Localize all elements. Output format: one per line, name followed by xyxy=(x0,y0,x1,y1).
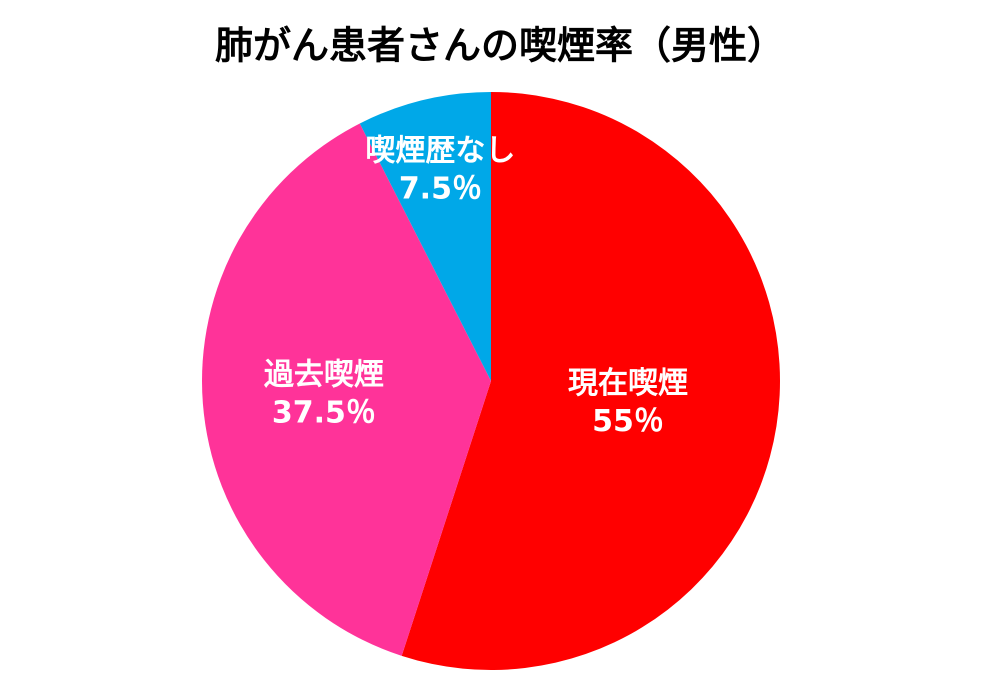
slice-label: 現在喫煙 xyxy=(568,366,688,401)
slice-label: 喫煙歴なし xyxy=(365,134,515,169)
pie-slice xyxy=(359,92,491,381)
pie-slice xyxy=(401,92,780,671)
slice-value-label: 37.5％ xyxy=(272,396,376,431)
chart-title: 肺がん患者さんの喫煙率（男性） xyxy=(215,24,785,68)
pie-slice xyxy=(201,123,491,656)
slice-label: 過去喫煙 xyxy=(264,358,384,393)
slice-value-label: 55％ xyxy=(592,404,664,439)
slice-value-label: 7.5％ xyxy=(399,172,482,207)
